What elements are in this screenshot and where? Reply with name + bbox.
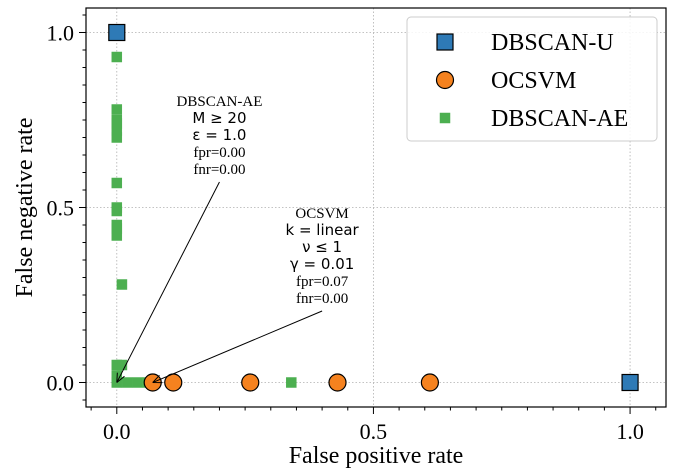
y-tick-label: 1.0 xyxy=(47,21,75,46)
data-point xyxy=(116,359,128,371)
annotation-line: fpr=0.07 xyxy=(296,274,349,290)
annotation-line: k = linear xyxy=(285,221,359,239)
data-point xyxy=(621,373,639,392)
y-tick-label: 0.5 xyxy=(47,196,75,221)
annotation-arrow xyxy=(152,310,323,383)
data-point xyxy=(111,230,123,241)
legend-item-dbscan-ae: DBSCAN-AE xyxy=(439,106,628,132)
annotation-line: ε = 1.0 xyxy=(192,126,246,144)
x-tick-label: 0.0 xyxy=(103,419,131,444)
arrow-head xyxy=(152,374,163,384)
series-dbscan-ae xyxy=(111,51,297,388)
series-dbscan-u xyxy=(108,23,639,392)
legend-marker xyxy=(439,112,451,124)
x-axis-label: False positive rate xyxy=(289,443,464,469)
legend: DBSCAN-U OCSVM DBSCAN-AE xyxy=(406,16,658,142)
data-point xyxy=(132,377,143,388)
data-point xyxy=(111,177,123,189)
data-point xyxy=(111,51,123,63)
legend-item-dbscan-u: DBSCAN-U xyxy=(436,30,614,56)
data-point xyxy=(111,205,123,217)
y-tick-label: 0.0 xyxy=(47,371,75,396)
annotation-line: γ = 0.01 xyxy=(290,255,354,273)
data-point xyxy=(286,377,297,388)
annotations: DBSCAN-AEM ≥ 20ε = 1.0fpr=0.00fnr=0.00OC… xyxy=(116,94,360,384)
data-point xyxy=(111,104,123,115)
legend-label: DBSCAN-AE xyxy=(491,106,628,132)
annotation-line: OCSVM xyxy=(295,206,348,222)
x-tick-label: 1.0 xyxy=(616,419,644,444)
annotation-line: ν ≤ 1 xyxy=(302,238,342,256)
y-axis-label: False negative rate xyxy=(12,118,38,298)
arrow-head xyxy=(116,372,125,383)
data-point xyxy=(328,373,347,392)
annotation-line: fnr=0.00 xyxy=(193,162,245,178)
legend-label: OCSVM xyxy=(491,68,576,94)
data-point xyxy=(111,132,123,143)
data-point xyxy=(108,23,126,42)
annotation-line: DBSCAN-AE xyxy=(177,94,263,110)
legend-box xyxy=(406,16,658,142)
axis-ticks: 0.0 0.5 1.0 0.0 0.5 1.0 xyxy=(47,14,657,444)
data-point xyxy=(241,373,260,392)
data-point xyxy=(420,373,439,392)
legend-marker xyxy=(436,33,454,51)
legend-marker xyxy=(435,70,455,90)
legend-label: DBSCAN-U xyxy=(491,30,614,56)
data-point xyxy=(121,377,133,388)
plot-area xyxy=(108,23,639,392)
annotation-line: M ≥ 20 xyxy=(192,109,246,127)
legend-item-ocsvm: OCSVM xyxy=(435,68,576,94)
annotation-line: fnr=0.00 xyxy=(296,291,348,307)
annotation-arrow xyxy=(116,181,220,383)
x-tick-label: 0.5 xyxy=(360,419,388,444)
data-point xyxy=(116,279,128,290)
annotation-line: fpr=0.00 xyxy=(193,145,245,161)
